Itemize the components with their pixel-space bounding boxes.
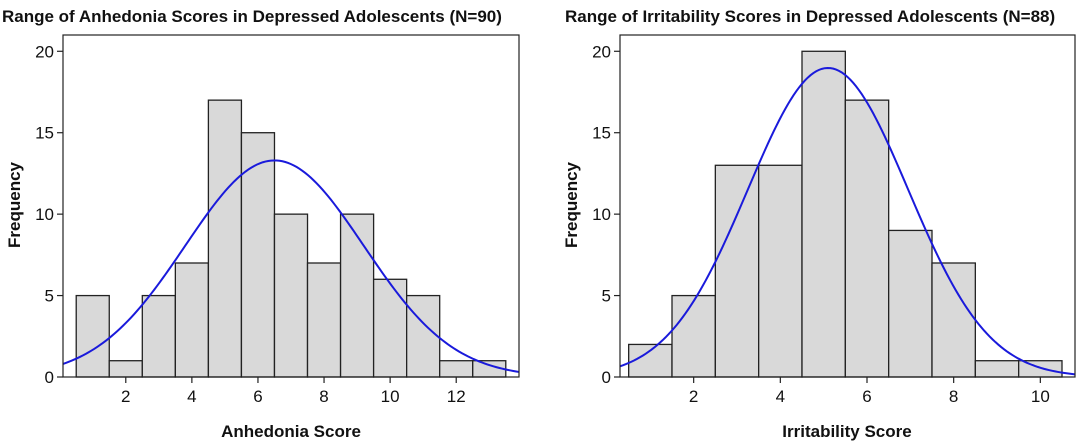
- histogram-bar: [174, 262, 210, 378]
- y-axis-label: Frequency: [562, 161, 581, 248]
- y-tick-label: 20: [35, 42, 54, 61]
- y-tick-label: 0: [602, 368, 611, 387]
- histogram-bar: [671, 294, 716, 378]
- normal-curve: [62, 159, 520, 373]
- x-tick-label: 4: [776, 387, 785, 406]
- x-axis-label: Irritability Score: [782, 422, 911, 441]
- histogram-bar: [108, 360, 143, 378]
- anhedonia-histogram: Range of Anhedonia Scores in Depressed A…: [2, 7, 520, 441]
- histogram-bar: [207, 99, 243, 378]
- histogram-bar: [844, 99, 890, 378]
- histogram-bar: [1018, 360, 1063, 378]
- normal-curve: [619, 66, 1076, 376]
- y-tick-label: 0: [45, 368, 54, 387]
- x-tick-label: 10: [381, 387, 400, 406]
- x-axis-label: Anhedonia Score: [221, 422, 361, 441]
- y-tick-label: 15: [35, 124, 54, 143]
- histogram-bar: [273, 213, 309, 378]
- x-tick-label: 10: [1031, 387, 1050, 406]
- ticks: 2 4 6 8 10 0 5 10 15 20: [592, 42, 1050, 406]
- histogram-bar: [372, 278, 408, 378]
- y-tick-label: 10: [592, 205, 611, 224]
- histogram-bar: [141, 294, 176, 378]
- histogram-bar: [714, 164, 760, 378]
- x-tick-label: 6: [862, 387, 871, 406]
- bars: [75, 99, 507, 378]
- ticks: 2 4 6 8 10 12 0 5 10 15 20: [35, 42, 466, 406]
- bars: [628, 50, 1063, 378]
- x-tick-label: 2: [689, 387, 698, 406]
- histogram-bar: [339, 213, 375, 378]
- histogram-bar: [888, 229, 933, 378]
- normal-curve-line: [619, 66, 1076, 376]
- y-tick-label: 10: [35, 205, 54, 224]
- histogram-bar: [406, 294, 441, 378]
- histogram-bar: [75, 294, 110, 378]
- histogram-bar: [758, 164, 803, 378]
- histogram-bar: [306, 262, 342, 378]
- y-tick-label: 20: [592, 42, 611, 61]
- y-tick-label: 5: [602, 287, 611, 306]
- x-tick-label: 8: [949, 387, 958, 406]
- x-tick-label: 12: [447, 387, 466, 406]
- histogram-bar: [439, 360, 474, 378]
- y-tick-label: 15: [592, 124, 611, 143]
- chart-title: Range of Anhedonia Scores in Depressed A…: [2, 7, 502, 26]
- histogram-bar: [931, 262, 976, 378]
- histogram-bar: [974, 360, 1020, 378]
- x-tick-label: 2: [121, 387, 130, 406]
- plot-frame: [62, 34, 520, 378]
- x-tick-label: 4: [187, 387, 196, 406]
- y-axis-label: Frequency: [5, 161, 24, 248]
- histogram-bar: [240, 132, 276, 378]
- chart-title: Range of Irritability Scores in Depresse…: [565, 7, 1055, 26]
- plot-frame: [619, 34, 1076, 378]
- irritability-histogram: Range of Irritability Scores in Depresse…: [562, 7, 1076, 441]
- x-tick-label: 8: [319, 387, 328, 406]
- x-tick-label: 6: [253, 387, 262, 406]
- normal-curve-line: [62, 159, 520, 373]
- histogram-bar: [801, 50, 846, 378]
- y-tick-label: 5: [45, 287, 54, 306]
